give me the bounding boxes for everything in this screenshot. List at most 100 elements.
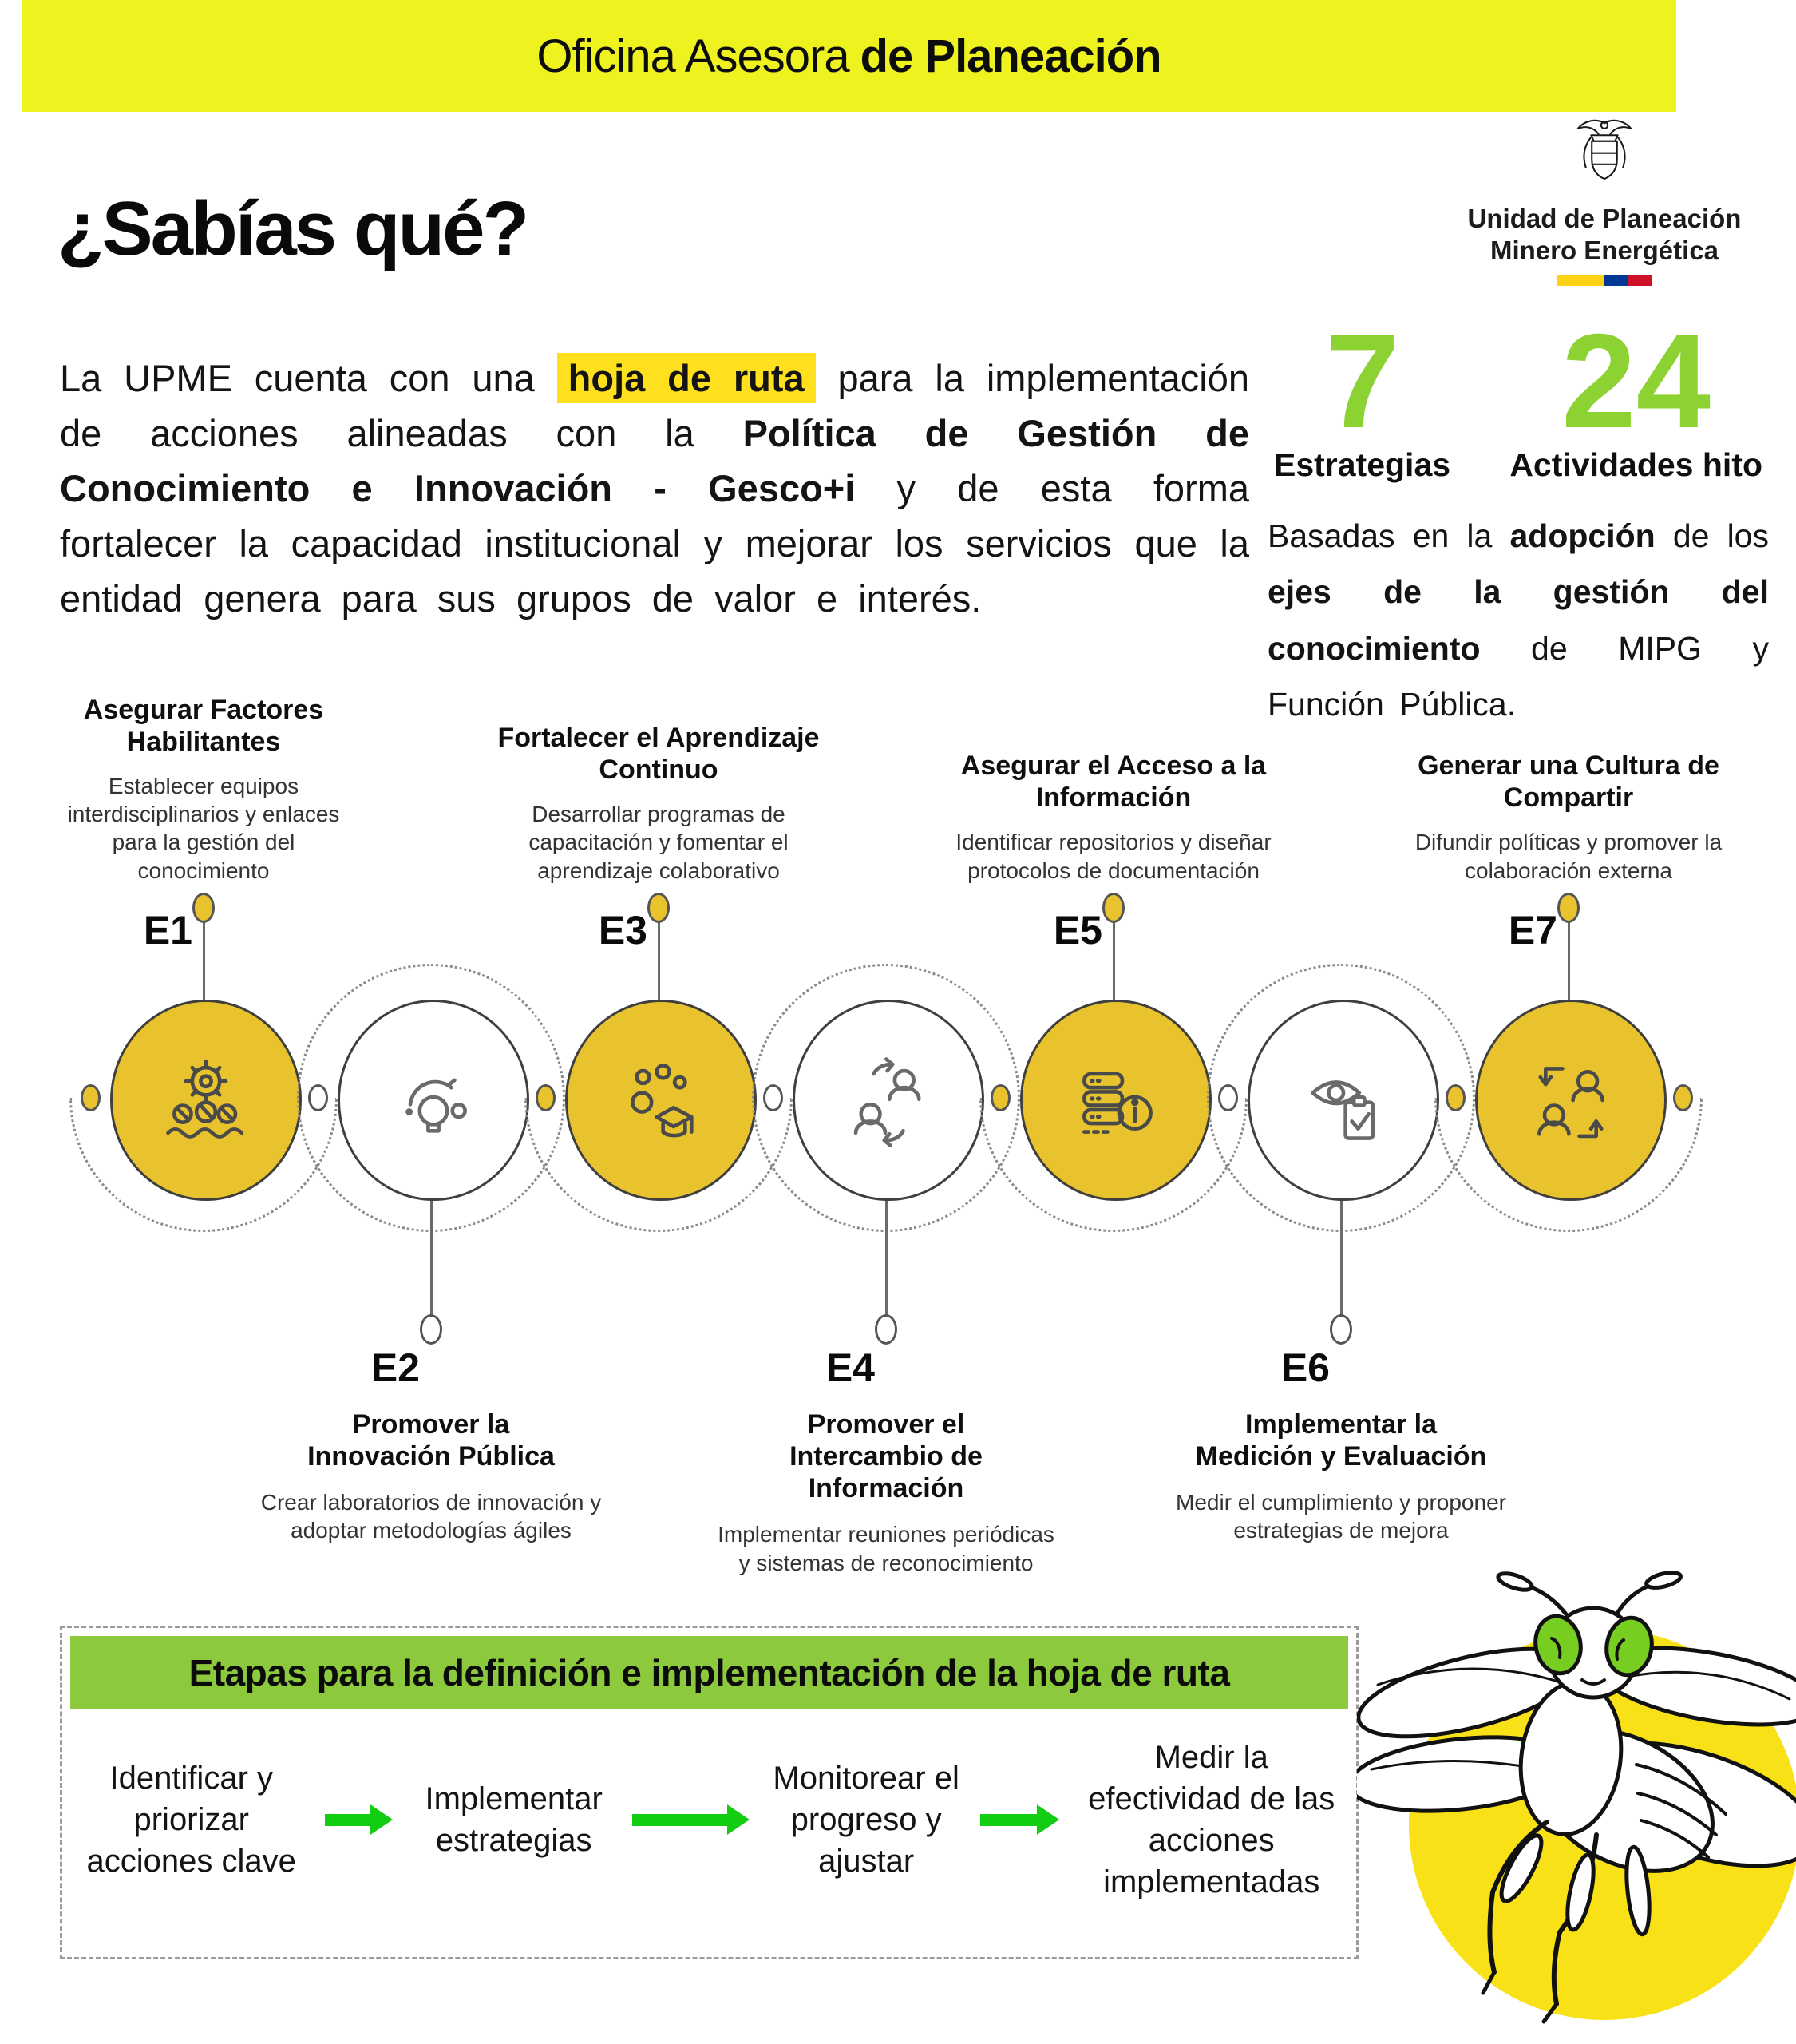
- arrow-right-icon: [325, 1813, 372, 1826]
- stage-marker: [647, 893, 670, 923]
- stat-item: 7 Estrategias: [1274, 306, 1451, 484]
- people-exchange-icon: [853, 1057, 921, 1148]
- stage-marker: [420, 1314, 442, 1345]
- stem-line: [203, 921, 205, 1001]
- text-segment: hoja de ruta: [556, 353, 816, 403]
- stat-value: 7: [1324, 306, 1400, 456]
- stem-line: [658, 921, 660, 1001]
- database-info-icon: [1082, 1072, 1153, 1134]
- text-segment: Basadas en la: [1268, 517, 1510, 554]
- stage-text-e2: Promover la Innovación Pública Crear labo…: [255, 1408, 607, 1545]
- timeline-node-e3: [565, 1000, 757, 1201]
- stage-id-label: E5: [1053, 908, 1102, 953]
- timeline-node-e6: [1248, 1000, 1439, 1201]
- stage-id-label: E1: [143, 908, 192, 953]
- stage-marker: [1557, 893, 1580, 923]
- banner-text-bold: de Planeación: [860, 30, 1162, 82]
- stat-label: Estrategias: [1274, 446, 1451, 483]
- gear-team-icon: [166, 1059, 244, 1139]
- flag-stripe: [1557, 275, 1604, 287]
- stage-title: Implementar la Medición y Evaluación: [1195, 1409, 1487, 1472]
- stage-title: Generar una Cultura de Compartir: [1418, 751, 1719, 814]
- graduation-team-icon: [631, 1064, 694, 1138]
- stage-description: Crear laboratorios de innovación y adopt…: [260, 1490, 602, 1543]
- top-banner: Oficina Asesora de Planeación: [22, 0, 1676, 112]
- colombia-flag-bar: [1557, 275, 1652, 287]
- banner-text: Oficina Asesora: [536, 30, 849, 82]
- stage-id-label: E7: [1508, 908, 1557, 953]
- intro-paragraph: La UPME cuenta con una hoja de ruta para…: [60, 351, 1249, 626]
- arrow-right-icon: [980, 1813, 1038, 1826]
- firefly-illustration: [1347, 1571, 1796, 2024]
- stem-line: [1340, 1194, 1343, 1316]
- stage-marker: [1330, 1314, 1352, 1345]
- eye-checklist-icon: [1311, 1080, 1375, 1140]
- stage-marker: [875, 1314, 897, 1345]
- colombia-coat-of-arms-icon: [1576, 119, 1632, 180]
- stages-box: Etapas para la definición e implementaci…: [60, 1626, 1359, 1959]
- text-segment: adopción: [1509, 517, 1656, 554]
- mascot-eye: [1604, 1615, 1654, 1678]
- stage-text-e5: Asegurar el Acceso a la Información Ident…: [938, 711, 1289, 885]
- stage-id-label: E4: [825, 1345, 875, 1390]
- stage-title: Promover el Intercambio de Información: [789, 1409, 983, 1504]
- stage-description: Medir el cumplimiento y proponer estrate…: [1176, 1490, 1506, 1543]
- stats-panel: 7 Estrategias 24 Actividades hito Basadas e…: [1268, 306, 1769, 766]
- stats-description: Basadas en la adopción de los ejes de la…: [1268, 508, 1769, 733]
- stage-marker: [1102, 893, 1125, 923]
- step-item: Medir la efectividad de las acciones imp…: [1088, 1740, 1335, 1899]
- stage-text-e7: Generar una Cultura de Compartir Difundir…: [1393, 711, 1744, 885]
- stage-text-e4: Promover el Intercambio de Información Im…: [710, 1408, 1062, 1577]
- stem-line: [430, 1194, 433, 1316]
- timeline-node-e1: [110, 1000, 302, 1201]
- stage-description: Identificar repositorios y diseñar proto…: [955, 830, 1272, 883]
- stat-label: Actividades hito: [1509, 446, 1762, 483]
- text-segment: Política de Gestión de Conocimiento e In…: [60, 412, 1250, 510]
- org-name-line2: Minero Energética: [1489, 235, 1719, 265]
- page-title: ¿Sabías qué?: [57, 186, 529, 272]
- text-segment: y de esta forma fortalecer la capacidad …: [60, 467, 1249, 620]
- flag-stripe: [1628, 275, 1652, 287]
- text-segment: para la implementación de acciones aline…: [60, 357, 1249, 455]
- stage-marker: [192, 893, 215, 923]
- org-name-line1: Unidad de Planeación: [1467, 204, 1742, 233]
- flag-stripe: [1604, 275, 1628, 287]
- timeline-node-e5: [1020, 1000, 1212, 1201]
- upme-logo: Unidad de Planeación Minero Energética: [1429, 117, 1780, 287]
- stem-line: [1113, 921, 1115, 1001]
- stage-title: Promover la Innovación Pública: [307, 1409, 555, 1472]
- text-segment: de MIPG y Función Pública.: [1268, 629, 1769, 723]
- timeline-node-e4: [793, 1000, 984, 1201]
- stat-item: 24 Actividades hito: [1509, 306, 1762, 484]
- stage-description: Difundir políticas y promover la colabor…: [1414, 830, 1723, 883]
- stage-title: Fortalecer el Aprendizaje Continuo: [497, 722, 820, 786]
- lightbulb-icon: [405, 1078, 467, 1133]
- stem-line: [1568, 921, 1570, 1001]
- stage-text-e3: Fortalecer el Aprendizaje Continuo Desarr…: [483, 711, 834, 885]
- text-segment: de los: [1655, 517, 1769, 554]
- step-item: Monitorear el progreso y ajustar: [773, 1761, 959, 1879]
- text-segment: ejes de la gestión del conocimiento: [1268, 573, 1769, 667]
- stage-title: Asegurar Factores Habilitantes: [83, 694, 324, 757]
- stage-text-e1: Asegurar Factores Habilitantes Establecer…: [28, 695, 379, 885]
- people-share-icon: [1537, 1067, 1604, 1139]
- stages-box-title: Etapas para la definición e implementaci…: [70, 1636, 1348, 1709]
- stage-description: Desarrollar programas de capacitación y …: [528, 802, 789, 883]
- arrow-right-icon: [631, 1813, 728, 1826]
- step-item: Identificar y priorizar acciones clave: [86, 1761, 296, 1879]
- stage-id-label: E6: [1280, 1345, 1330, 1390]
- timeline: Asegurar Factores Habilitantes Establecer…: [0, 695, 1796, 1575]
- stat-value: 24: [1561, 306, 1711, 456]
- stage-description: Establecer equipos interdisciplinarios y…: [67, 773, 340, 883]
- stage-text-e6: Implementar la Medición y Evaluación Medi…: [1165, 1408, 1517, 1545]
- upme-firefly-mascot: [1347, 1557, 1796, 2044]
- step-item: Implementar estrategias: [425, 1781, 603, 1858]
- stage-description: Implementar reuniones periódicas y siste…: [718, 1522, 1054, 1575]
- stats-row: 7 Estrategias 24 Actividades hito: [1268, 306, 1769, 484]
- stem-line: [885, 1194, 888, 1316]
- steps-row: Identificar y priorizar acciones clave Im…: [62, 1737, 1356, 1903]
- stage-id-label: E2: [370, 1345, 420, 1390]
- timeline-node-e2: [338, 1000, 529, 1201]
- text-segment: La UPME cuenta con una: [60, 357, 557, 399]
